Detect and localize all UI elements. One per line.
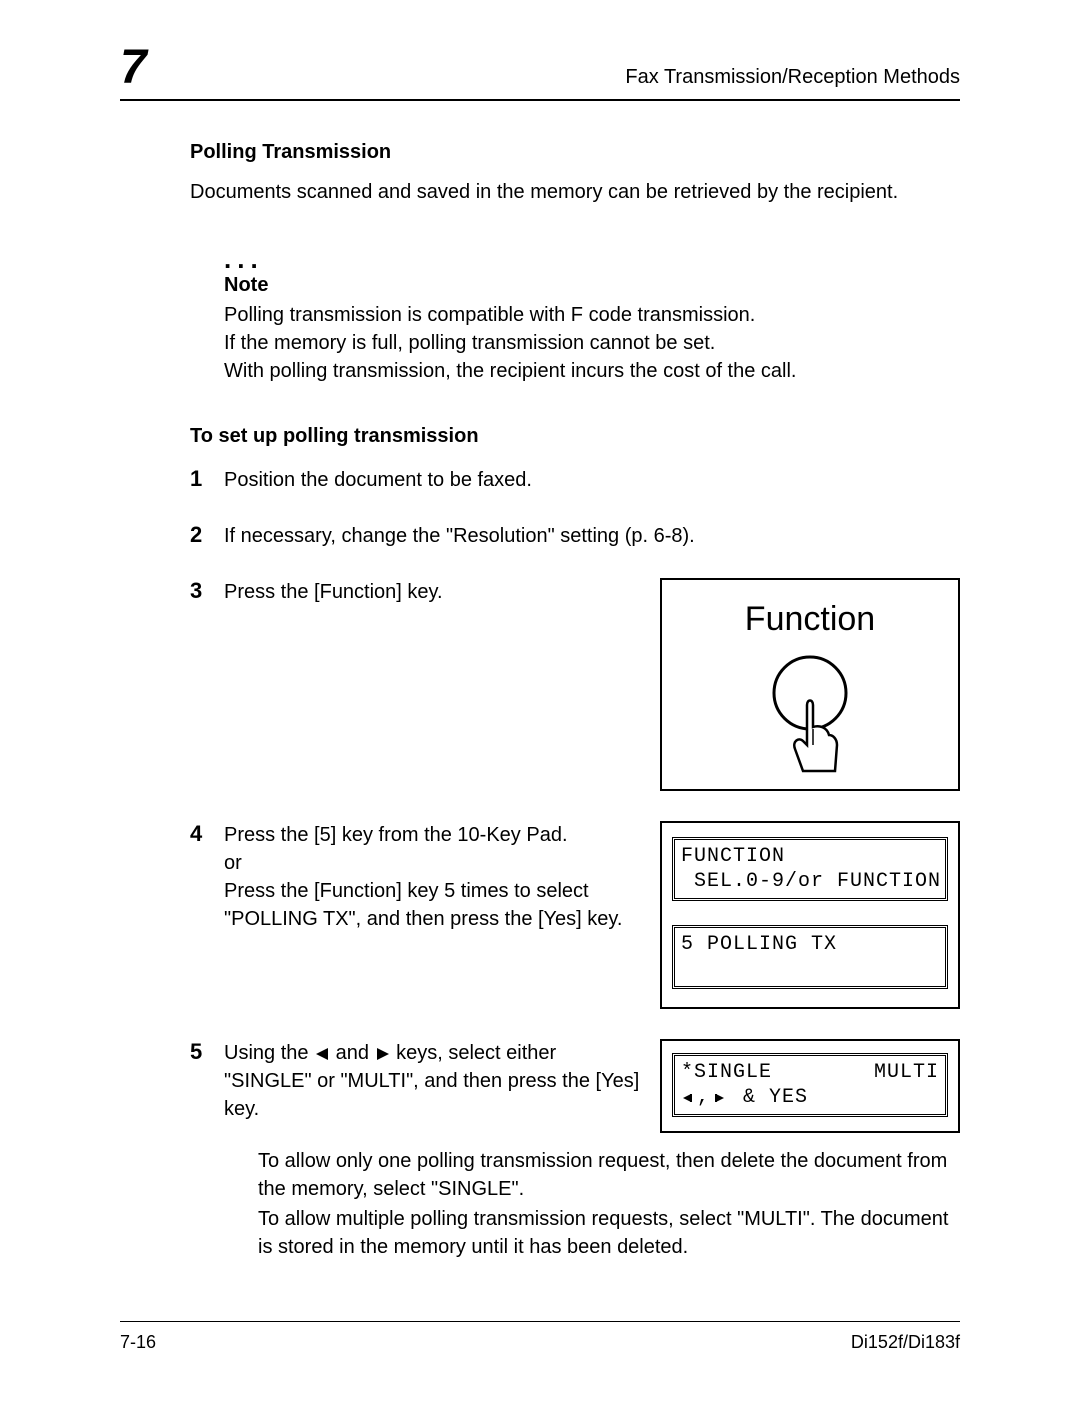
- step5-sub1: To allow only one polling transmission r…: [258, 1147, 960, 1203]
- left-arrow-icon: [314, 1046, 330, 1062]
- note-line2: If the memory is full, polling transmiss…: [224, 329, 960, 357]
- lcd-figure-step5: *SINGLEMULTI , & YES: [660, 1039, 960, 1133]
- right-arrow-icon: [375, 1046, 391, 1062]
- step-number: 5: [190, 1039, 224, 1065]
- step-1: 1 Position the document to be faxed.: [190, 466, 960, 494]
- s5-pre: Using the: [224, 1042, 314, 1064]
- note-line1: Polling transmission is compatible with …: [224, 301, 960, 329]
- step-text: Press the [Function] key.: [224, 578, 640, 606]
- step-text: Press the [5] key from the 10-Key Pad. o…: [224, 821, 640, 933]
- section-title-setup: To set up polling transmission: [190, 425, 960, 448]
- step-body: Press the [5] key from the 10-Key Pad. o…: [224, 821, 960, 1009]
- s4-line3: Press the [Function] key 5 times to sele…: [224, 880, 623, 930]
- model-label: Di152f/Di183f: [851, 1332, 960, 1353]
- step-body: Press the [Function] key. Function: [224, 578, 960, 792]
- lcd-display-1: FUNCTION SEL.0-9/or FUNCTION: [672, 837, 948, 901]
- step-2: 2 If necessary, change the "Resolution" …: [190, 522, 960, 550]
- content-area: Polling Transmission Documents scanned a…: [190, 141, 960, 1261]
- function-label: Function: [680, 596, 940, 644]
- intro-text: Documents scanned and saved in the memor…: [190, 178, 960, 206]
- note-dots-icon: ...: [224, 252, 960, 268]
- lcd-display-2: 5 POLLING TX: [672, 925, 948, 989]
- section-title-polling: Polling Transmission: [190, 141, 960, 164]
- note-line3: With polling transmission, the recipient…: [224, 357, 960, 385]
- lcd-display-3: *SINGLEMULTI , & YES: [672, 1053, 948, 1117]
- step5-sub2: To allow multiple polling transmission r…: [258, 1205, 960, 1261]
- s5-mid1: and: [336, 1042, 375, 1064]
- function-key-figure: Function: [660, 578, 960, 792]
- s4-line1: Press the [5] key from the 10-Key Pad.: [224, 824, 568, 846]
- press-finger-icon: [755, 653, 865, 773]
- header-title: Fax Transmission/Reception Methods: [190, 66, 960, 95]
- step-number: 1: [190, 466, 224, 492]
- step-number: 3: [190, 578, 224, 604]
- note-label: Note: [224, 274, 960, 297]
- note-block: ... Note Polling transmission is compati…: [224, 252, 960, 385]
- s4-line2: or: [224, 852, 242, 874]
- chapter-number: 7: [120, 40, 190, 95]
- step-body: Using the and keys, select either "SINGL…: [224, 1039, 960, 1261]
- lcd-figure-step4: FUNCTION SEL.0-9/or FUNCTION 5 POLLING T…: [660, 821, 960, 1009]
- step-5: 5 Using the and keys, select either "SIN…: [190, 1039, 960, 1261]
- step-text: Position the document to be faxed.: [224, 466, 960, 494]
- step-text: If necessary, change the "Resolution" se…: [224, 522, 960, 550]
- page: 7 Fax Transmission/Reception Methods Pol…: [0, 0, 1080, 1403]
- page-number: 7-16: [120, 1332, 156, 1353]
- steps-list: 1 Position the document to be faxed. 2 I…: [190, 466, 960, 1262]
- step-number: 2: [190, 522, 224, 548]
- left-half-arrow-icon: [681, 1092, 693, 1104]
- page-header: 7 Fax Transmission/Reception Methods: [120, 40, 960, 101]
- step-3: 3 Press the [Function] key. Function: [190, 578, 960, 792]
- page-footer: 7-16 Di152f/Di183f: [120, 1321, 960, 1353]
- step-number: 4: [190, 821, 224, 847]
- step-4: 4 Press the [5] key from the 10-Key Pad.…: [190, 821, 960, 1009]
- right-half-arrow-icon: [714, 1092, 726, 1104]
- step-text: Using the and keys, select either "SINGL…: [224, 1039, 640, 1123]
